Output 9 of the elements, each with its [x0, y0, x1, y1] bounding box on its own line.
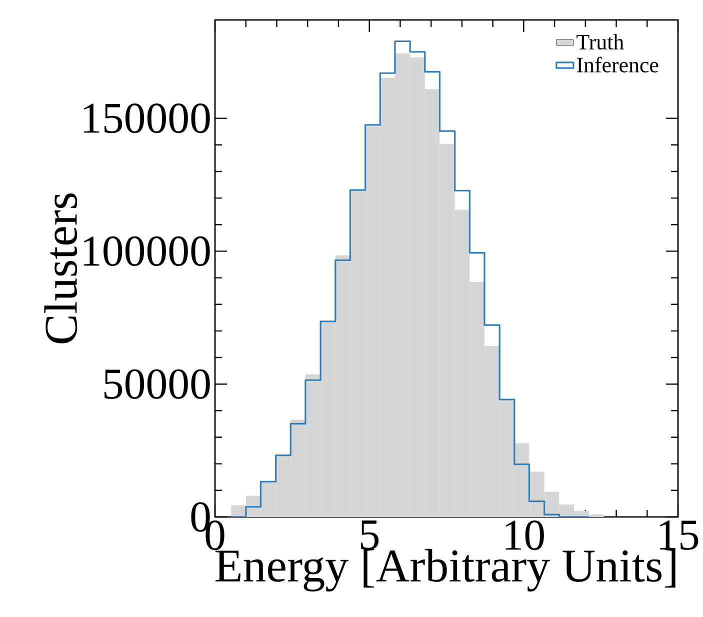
y-axis-title: Clusters — [44, 193, 78, 344]
legend-label: Truth — [576, 34, 624, 50]
x-tick-label: 15 — [660, 520, 698, 550]
y-tick-label: 150000 — [84, 104, 210, 134]
y-tick-label: 50000 — [104, 369, 210, 399]
x-tick-label: 5 — [360, 520, 379, 550]
x-tick-label: 10 — [506, 520, 544, 550]
y-tick-label: 100000 — [84, 236, 210, 266]
legend-label: Inference — [577, 56, 658, 72]
